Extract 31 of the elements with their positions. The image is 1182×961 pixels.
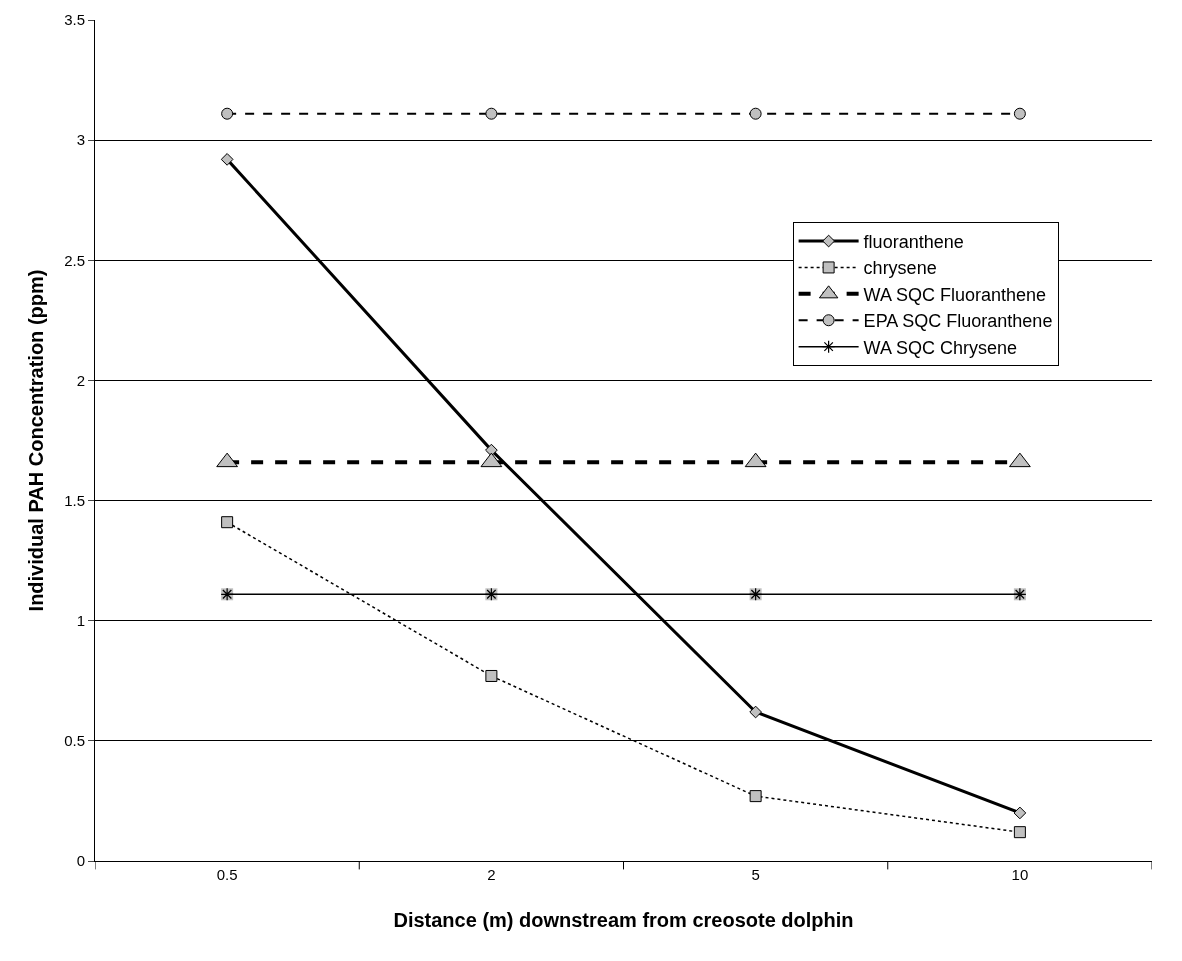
legend-label: WA SQC Chrysene xyxy=(863,337,1018,358)
y-axis-title: Individual PAH Concentration (ppm) xyxy=(24,269,47,612)
x-tick-label: 10 xyxy=(1011,866,1029,883)
point xyxy=(1013,826,1026,839)
y-tick-label: 2.5 xyxy=(64,251,85,269)
legend-label: fluoranthene xyxy=(863,232,964,253)
y-tick-label: 3.5 xyxy=(64,11,85,29)
x-tick-label: 5 xyxy=(751,866,760,883)
point xyxy=(749,790,762,803)
legend-label: WA SQC Fluoranthene xyxy=(863,284,1047,305)
y-tick-label: 1.5 xyxy=(64,491,85,509)
x-axis-title: Distance (m) downstream from creosote dolphin xyxy=(393,908,854,931)
x-tick-label: 2 xyxy=(487,866,496,883)
point xyxy=(485,443,498,457)
y-tick-label: 3 xyxy=(76,131,85,149)
legend-label: EPA SQC Fluoranthene xyxy=(863,311,1053,332)
point xyxy=(221,516,234,529)
y-tick-label: 0.5 xyxy=(64,732,85,750)
legend-label: chrysene xyxy=(863,258,937,279)
y-tick-label: 2 xyxy=(76,371,85,389)
y-tick-label: 0 xyxy=(76,852,85,870)
point xyxy=(221,107,234,120)
x-tick-label: 0.5 xyxy=(216,866,238,883)
point xyxy=(749,705,762,719)
point xyxy=(220,153,234,166)
y-tick-label: 1 xyxy=(76,611,85,629)
point xyxy=(749,107,762,120)
point xyxy=(1013,107,1026,120)
point xyxy=(485,669,498,682)
point xyxy=(1013,806,1027,820)
point xyxy=(485,107,498,120)
